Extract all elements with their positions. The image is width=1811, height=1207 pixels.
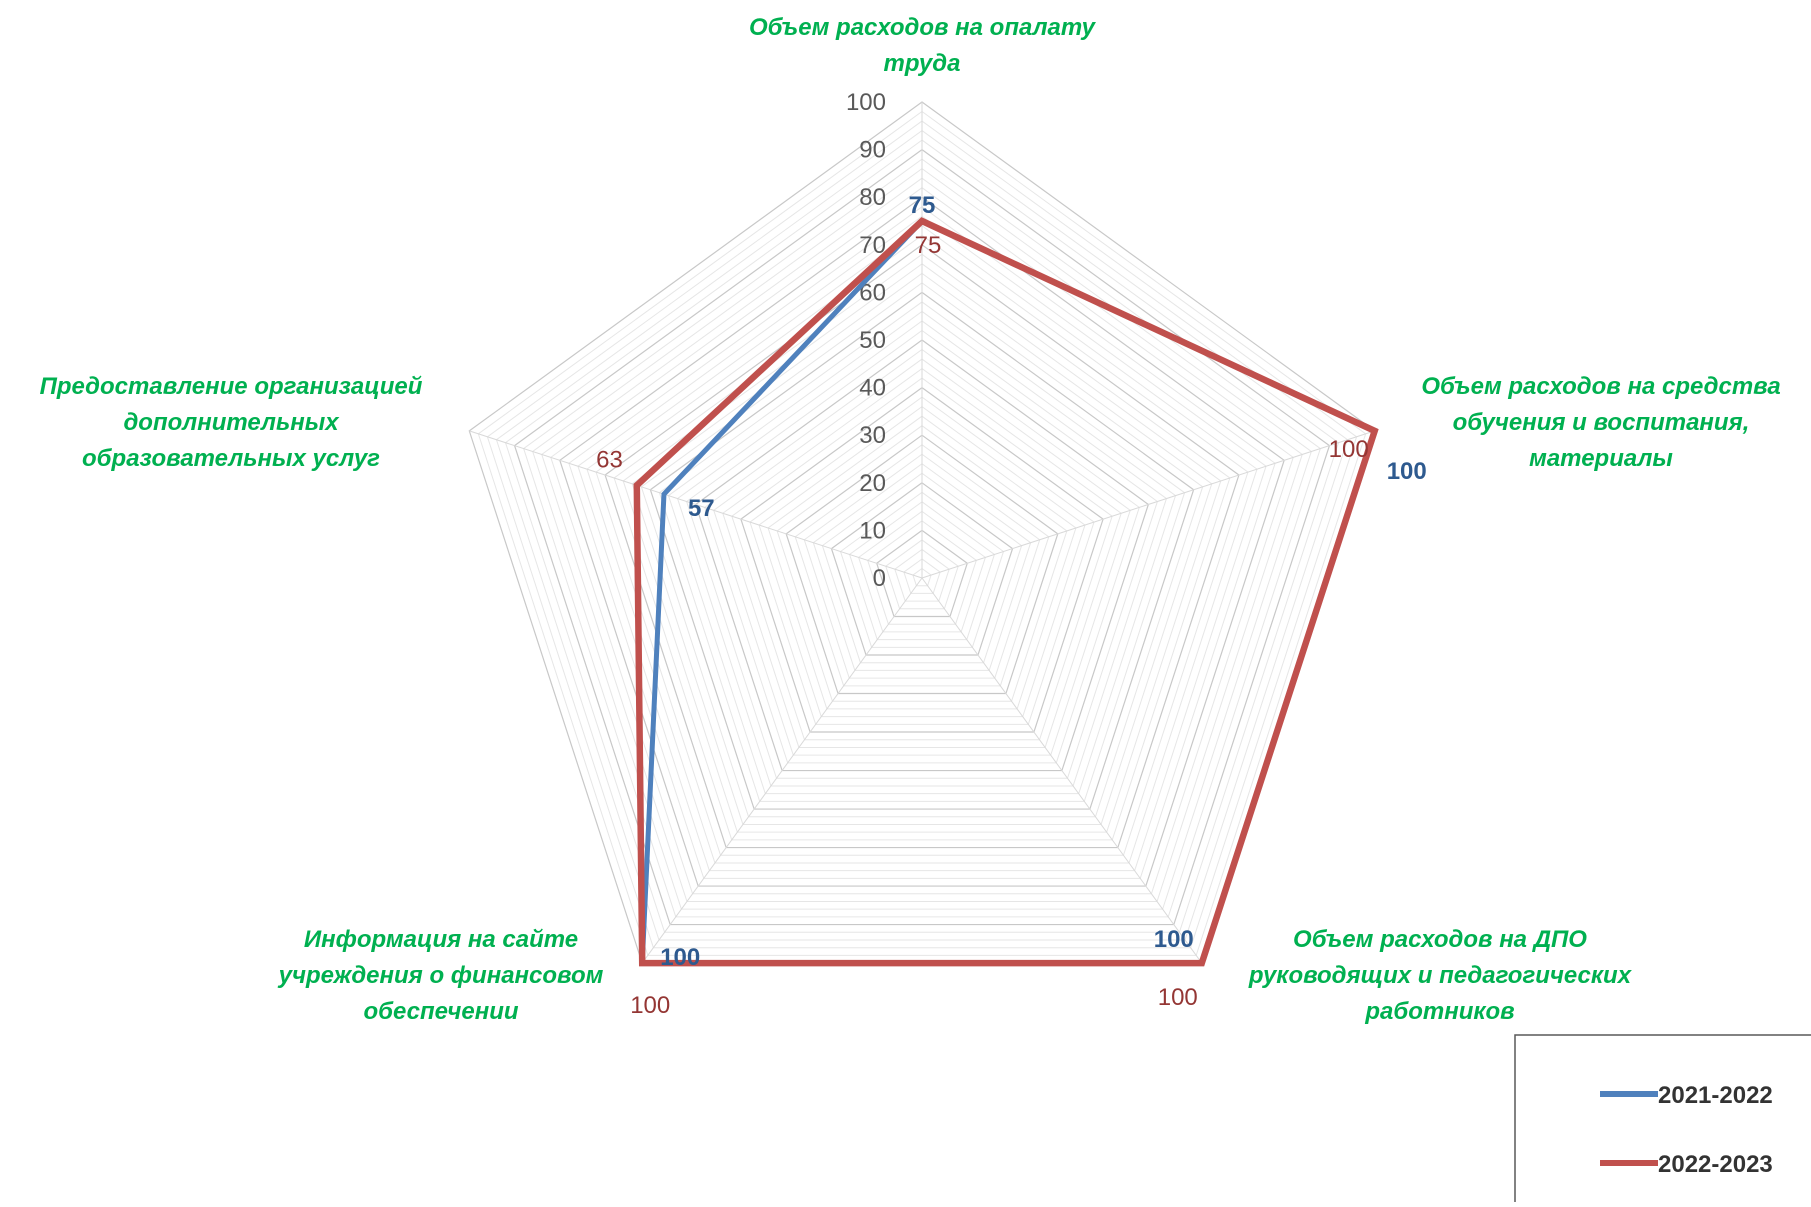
- grid-ring-minor: [731, 377, 1113, 741]
- data-label-2021-2022: 100: [660, 944, 700, 971]
- grid-ring-minor: [486, 120, 1358, 949]
- grid-ring-minor: [477, 110, 1367, 956]
- grid-ring-minor: [686, 329, 1158, 779]
- series-line-2022-2023: [633, 217, 1379, 967]
- grid-ring-minor: [848, 501, 996, 641]
- grid-ring-minor: [704, 348, 1140, 764]
- grid-ring-minor: [912, 567, 932, 587]
- grid: [468, 101, 1376, 964]
- r-tick-label: 100: [846, 89, 886, 116]
- grid-ring-minor: [767, 415, 1077, 710]
- grid-spoke: [469, 430, 923, 579]
- r-tick-label: 50: [859, 327, 886, 354]
- grid-spoke: [921, 430, 1375, 579]
- grid-ring-minor: [894, 548, 950, 602]
- grid-ring-major: [830, 482, 1014, 656]
- r-tick-label: 20: [859, 470, 886, 497]
- grid-ring-minor: [541, 177, 1303, 902]
- grid-ring-minor: [812, 463, 1032, 671]
- r-tick-label: 30: [859, 422, 886, 449]
- grid-ring-minor: [595, 234, 1249, 856]
- grid-ring-major: [694, 339, 1150, 772]
- category-label: Объем расходов на опалату труда: [749, 14, 1097, 77]
- grid-ring-major: [876, 529, 968, 618]
- series-line-2021-2022: [639, 217, 1378, 966]
- grid-ring-minor: [749, 396, 1095, 725]
- grid-ring-minor: [658, 301, 1186, 802]
- data-label-2021-2022: 75: [909, 192, 936, 219]
- grid-ring-minor: [550, 187, 1294, 895]
- grid-ring-minor: [776, 425, 1068, 702]
- r-tick-label: 0: [873, 565, 886, 592]
- grid-ring-minor: [586, 225, 1258, 864]
- grid-ring-minor: [821, 472, 1023, 664]
- category-label: Предоставление организацией дополнительны…: [40, 373, 423, 472]
- data-label-2022-2023: 63: [596, 446, 623, 473]
- r-tick-label: 40: [859, 375, 886, 402]
- grid-ring-minor: [640, 282, 1204, 818]
- grid-spoke: [641, 577, 923, 964]
- series: [633, 217, 1379, 967]
- data-label-2021-2022: 100: [1387, 458, 1427, 485]
- legend-box: [1514, 1034, 1811, 1207]
- grid-ring-minor: [504, 139, 1340, 933]
- grid-ring-minor: [676, 320, 1168, 787]
- data-label-2022-2023: 100: [1158, 984, 1198, 1011]
- grid-ring-minor: [885, 539, 959, 610]
- grid-spoke: [921, 577, 1203, 964]
- grid-ring-minor: [722, 367, 1122, 748]
- grid-ring-minor: [577, 215, 1267, 872]
- category-label: Объем расходов на ДПО руководящих и педаг…: [1248, 926, 1633, 1025]
- legend-label-2021-2022: 2021-2022: [1658, 1082, 1773, 1109]
- grid-ring-minor: [858, 510, 986, 633]
- grid-ring-minor: [613, 253, 1231, 841]
- grid-ring-minor: [803, 453, 1041, 679]
- grid-ring-major: [649, 291, 1195, 810]
- category-label: Объем расходов на средства обучения и вос…: [1421, 373, 1780, 472]
- data-label-2021-2022: 100: [1154, 926, 1194, 953]
- data-label-2022-2023: 100: [1329, 436, 1369, 463]
- data-label-2021-2022: 57: [688, 495, 715, 522]
- legend-label-2022-2023: 2022-2023: [1658, 1151, 1773, 1178]
- grid-ring-minor: [713, 358, 1131, 756]
- r-tick-label: 10: [859, 517, 886, 544]
- grid-ring-major: [513, 148, 1331, 926]
- data-label-2022-2023: 75: [915, 232, 942, 259]
- grid-ring-minor: [758, 406, 1086, 718]
- grid-ring-minor: [622, 263, 1222, 833]
- data-label-2022-2023: 100: [630, 992, 670, 1019]
- grid-ring-minor: [839, 491, 1005, 648]
- grid-ring-minor: [867, 520, 977, 625]
- grid-ring-major: [604, 244, 1240, 849]
- legend: 2021-2022 2022-2023: [1514, 1034, 1811, 1207]
- grid-ring-minor: [667, 310, 1177, 795]
- grid-ring-minor: [794, 444, 1050, 687]
- grid-ring-major: [785, 434, 1059, 695]
- category-labels: Объем расходов на опалату труда Объем расх…: [40, 14, 1781, 1025]
- grid-ring-minor: [568, 206, 1276, 879]
- grid-ring-minor: [523, 158, 1321, 918]
- grid-ring-minor: [903, 558, 941, 594]
- grid-ring-minor: [532, 168, 1312, 910]
- r-tick-label: 80: [859, 184, 886, 211]
- grid-ring-major: [559, 196, 1285, 887]
- category-label: Информация на сайте учреждения о финансов…: [278, 926, 604, 1025]
- grid-ring-major: [740, 386, 1104, 733]
- r-tick-label: 90: [859, 137, 886, 164]
